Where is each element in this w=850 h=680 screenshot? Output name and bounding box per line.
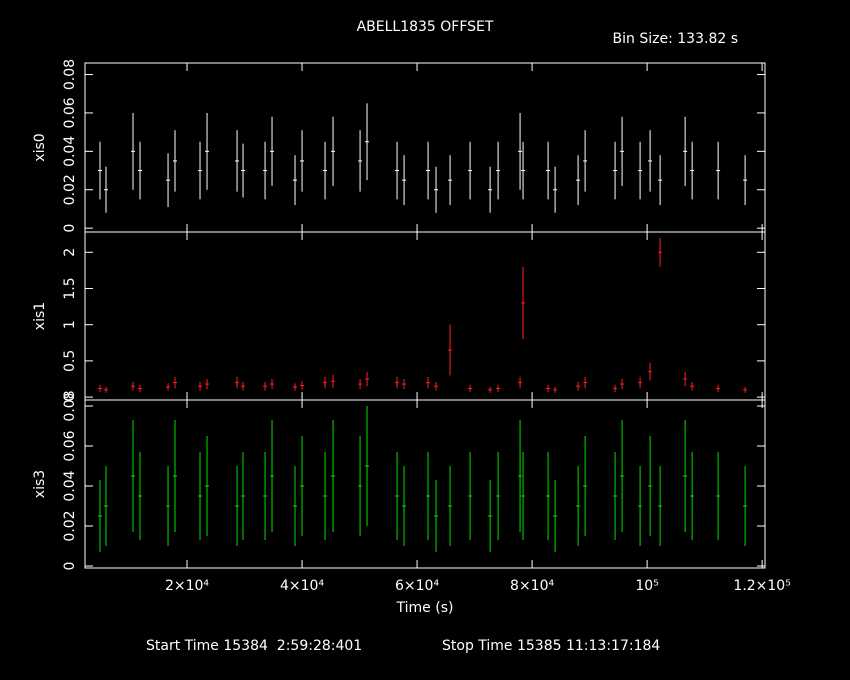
x-tick-label: 10⁵ <box>635 578 658 594</box>
y-tick-label: 0 <box>62 224 78 233</box>
y-axis-label: xis1 <box>32 302 48 330</box>
y-tick-label: 0.04 <box>62 136 78 167</box>
y-axis-label: xis0 <box>32 133 48 161</box>
panel-frame <box>84 399 766 569</box>
x-axis-label: Time (s) <box>396 600 454 616</box>
y-tick-label: 2 <box>62 248 78 257</box>
bin-size: Bin Size: 133.82 s <box>613 31 738 47</box>
y-tick-label: 1.5 <box>62 277 78 299</box>
y-tick-label: 0.02 <box>62 174 78 205</box>
x-tick-label: 1.2×10⁵ <box>733 578 790 594</box>
y-tick-label: 0.5 <box>62 350 78 372</box>
x-tick-label: 6×10⁴ <box>395 578 439 594</box>
panel-frame <box>84 62 766 233</box>
y-tick-label: 0.06 <box>62 97 78 128</box>
y-tick-label: 0.06 <box>62 430 78 461</box>
start-time: Start Time 15384 2:59:28:401 <box>146 638 362 654</box>
y-tick-label: 1 <box>62 320 78 329</box>
x-tick-label: 8×10⁴ <box>510 578 554 594</box>
y-tick-label: 0.02 <box>62 510 78 541</box>
chart-title: ABELL1835 OFFSET <box>357 19 494 35</box>
y-tick-label: 0.04 <box>62 470 78 501</box>
y-tick-label: 0 <box>62 393 78 402</box>
y-axis-label: xis3 <box>32 470 48 498</box>
x-tick-label: 4×10⁴ <box>280 578 324 594</box>
y-tick-label: 0.08 <box>62 59 78 90</box>
panel-frame <box>84 231 766 401</box>
stop-time: Stop Time 15385 11:13:17:184 <box>442 638 660 654</box>
y-tick-label: 0 <box>62 562 78 571</box>
y-tick-label: 0.08 <box>62 390 78 421</box>
x-tick-label: 2×10⁴ <box>165 578 209 594</box>
